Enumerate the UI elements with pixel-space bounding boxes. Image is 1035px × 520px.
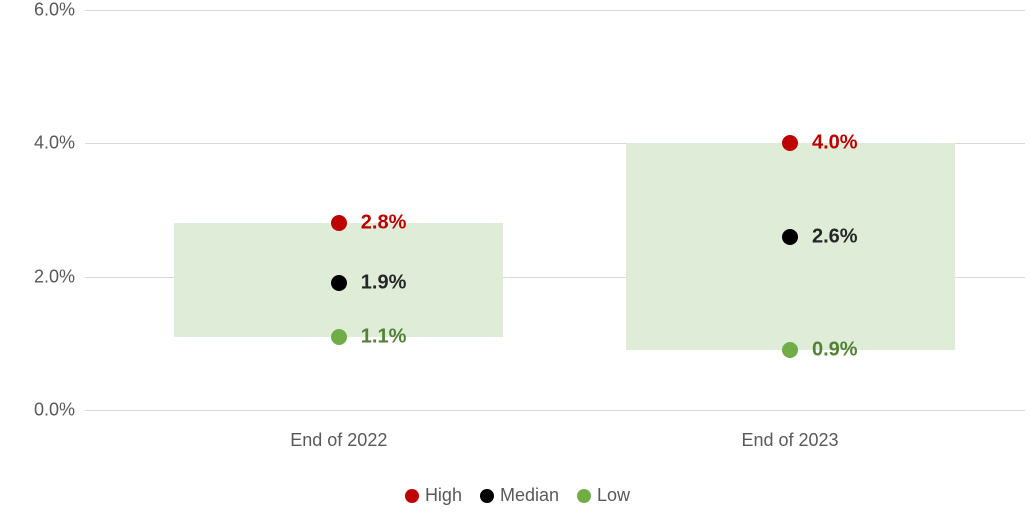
y-tick-label: 0.0% [34,400,85,421]
legend-swatch-median [480,489,494,503]
legend-label-median: Median [500,485,559,506]
legend-item-high: High [405,485,462,506]
legend-label-high: High [425,485,462,506]
median-label: 1.9% [361,272,407,295]
high-label: 4.0% [812,132,858,155]
high-marker [331,215,347,231]
gridline [85,410,1025,411]
median-label: 2.6% [812,225,858,248]
low-label: 0.9% [812,339,858,362]
high-marker [782,135,798,151]
chart-root: 0.0% 2.0% 4.0% 6.0% 2.8% 1.9% 1.1% End of 2022 4… [0,0,1035,520]
x-tick-label: End of 2023 [741,430,838,451]
high-label: 2.8% [361,212,407,235]
legend-item-low: Low [577,485,630,506]
legend-swatch-high [405,489,419,503]
median-marker [331,275,347,291]
legend-item-median: Median [480,485,559,506]
y-tick-label: 6.0% [34,0,85,21]
low-marker [782,342,798,358]
legend-label-low: Low [597,485,630,506]
legend-swatch-low [577,489,591,503]
range-box [626,143,955,350]
y-tick-label: 2.0% [34,266,85,287]
legend: High Median Low [0,485,1035,506]
low-marker [331,329,347,345]
low-label: 1.1% [361,325,407,348]
y-tick-label: 4.0% [34,133,85,154]
median-marker [782,229,798,245]
gridline [85,10,1025,11]
plot-area: 0.0%2.0%4.0%6.0%2.8%1.9%1.1%End of 20224… [85,10,1025,410]
x-tick-label: End of 2022 [290,430,387,451]
